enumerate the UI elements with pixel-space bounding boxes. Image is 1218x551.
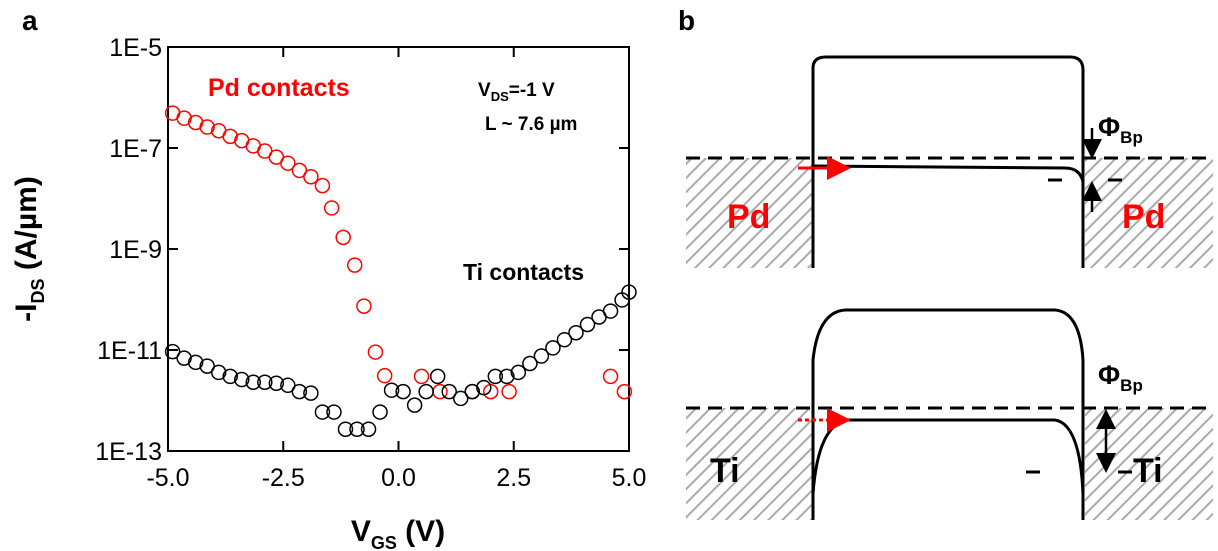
valence-band — [812, 164, 1085, 183]
data-point — [291, 162, 308, 179]
data-point — [323, 200, 340, 216]
data-point — [616, 383, 633, 400]
metal-label: Pd — [727, 198, 770, 236]
data-point — [257, 374, 273, 390]
metal — [686, 158, 812, 268]
data-point — [280, 377, 296, 394]
metal — [1085, 158, 1213, 268]
data-point — [395, 383, 411, 400]
data-point — [429, 368, 446, 385]
band-diagram-bottom: Ti Ti ΦBp — [686, 308, 1213, 520]
data-point — [464, 383, 481, 400]
metal-label: Pd — [1122, 198, 1165, 236]
data-point — [199, 358, 215, 374]
data-point — [510, 364, 527, 381]
data-point — [349, 421, 365, 437]
data-point — [222, 128, 238, 145]
x-tick-label: -2.5 — [262, 464, 305, 492]
x-tick-label: -5.0 — [146, 464, 189, 492]
data-point — [372, 404, 388, 420]
data-point — [356, 298, 372, 314]
data-point — [406, 397, 423, 413]
data-point — [335, 229, 351, 246]
data-point — [487, 368, 504, 385]
data-point — [533, 348, 550, 364]
x-axis-label: VGS (V) — [351, 515, 445, 551]
data-point — [367, 344, 384, 360]
data-point — [314, 404, 331, 420]
annotation: L ~ 7.6 µm — [485, 114, 577, 135]
data-point — [222, 368, 238, 385]
data-point — [452, 390, 469, 407]
data-point — [268, 375, 285, 391]
data-point — [176, 350, 192, 366]
data-point — [280, 155, 296, 171]
data-point — [579, 316, 596, 333]
y-tick-label: 1E-5 — [109, 34, 162, 62]
metal-label: Ti — [1133, 452, 1163, 490]
y-tick-label: 1E-11 — [97, 337, 162, 365]
data-point — [556, 331, 573, 348]
data-point — [314, 177, 331, 194]
y-tick-label: 1E-13 — [95, 438, 162, 466]
y-axis-label: -IDS (A/µm) — [10, 176, 48, 322]
y-tick-label: 1E-9 — [109, 236, 162, 264]
data-point — [164, 343, 181, 360]
x-tick-label: 2.5 — [496, 464, 531, 492]
conduction-band — [811, 55, 1085, 268]
data-point — [602, 303, 619, 319]
y-tick-label: 1E-7 — [109, 135, 162, 163]
data-point — [199, 119, 215, 135]
series-label: Ti contacts — [463, 259, 584, 285]
data-point — [418, 383, 434, 400]
data-point — [245, 374, 262, 390]
barrier-label: ΦBp — [1098, 112, 1143, 147]
data-point — [499, 368, 515, 385]
data-point — [326, 404, 342, 420]
data-point — [413, 368, 430, 385]
panel-label: a — [22, 5, 38, 36]
data-point — [568, 324, 584, 341]
x-tick-label: 5.0 — [612, 464, 647, 492]
panel-label: b — [678, 5, 695, 36]
data-point — [501, 383, 517, 400]
data-point — [360, 421, 377, 437]
barrier-label: ΦBp — [1098, 360, 1143, 395]
metal — [686, 408, 812, 520]
data-point — [476, 379, 492, 396]
data-point — [621, 284, 637, 300]
data-point — [522, 355, 538, 372]
series-label: Pd contacts — [208, 74, 350, 102]
data-point — [545, 340, 561, 356]
data-point — [346, 257, 363, 273]
data-point — [602, 368, 619, 385]
band-diagram-top: Pd Pd ΦBp — [686, 55, 1213, 268]
valence-band — [811, 418, 1085, 495]
data-point — [376, 367, 393, 384]
data-point — [210, 364, 227, 381]
data-point — [441, 383, 457, 400]
x-tick-label: 0.0 — [381, 464, 416, 492]
annotation: VDS=-1 V — [478, 80, 555, 104]
data-point — [303, 168, 319, 185]
data-point — [303, 385, 319, 401]
data-point — [234, 371, 250, 388]
data-point — [337, 421, 354, 437]
data-point — [187, 354, 204, 371]
metal-label: Ti — [710, 452, 740, 490]
conduction-band — [811, 308, 1085, 520]
data-point — [383, 382, 400, 398]
data-point — [291, 383, 308, 400]
